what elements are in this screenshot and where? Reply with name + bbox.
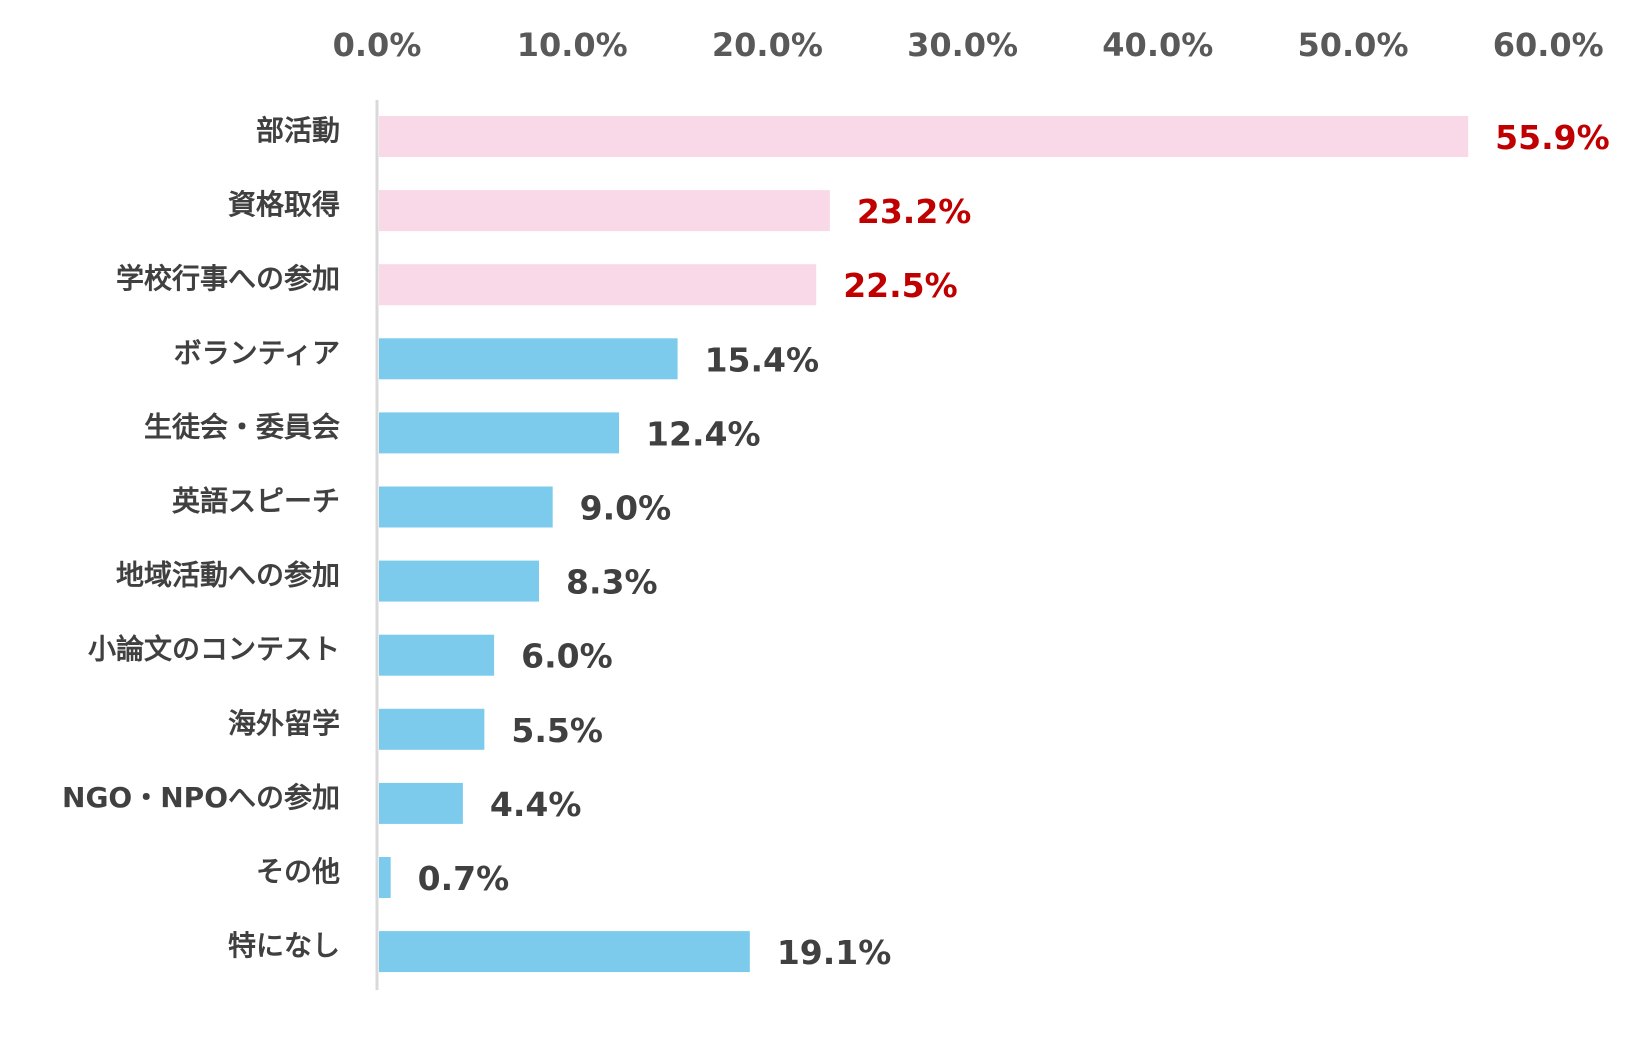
bar	[379, 782, 463, 824]
data-label: 19.1%	[777, 933, 892, 972]
category-label: ボランティア	[174, 336, 340, 369]
x-tick-label: 10.0%	[517, 26, 628, 64]
category-label: 小論文のコンテスト	[88, 633, 340, 666]
category-label: 英語スピーチ	[172, 485, 340, 518]
category-label: 資格取得	[228, 188, 340, 221]
bar	[379, 190, 830, 232]
bar	[379, 634, 495, 676]
category-label: 学校行事への参加	[116, 262, 340, 295]
x-tick-label: 30.0%	[907, 26, 1018, 64]
category-labels: 部活動資格取得学校行事への参加ボランティア生徒会・委員会英語スピーチ地域活動への…	[62, 114, 340, 962]
data-label: 9.0%	[580, 489, 672, 528]
category-label: その他	[256, 855, 340, 888]
category-label: NGO・NPOへの参加	[62, 781, 340, 814]
category-label: 生徒会・委員会	[144, 410, 340, 443]
data-label: 0.7%	[418, 859, 510, 898]
x-tick-label: 40.0%	[1102, 26, 1213, 64]
x-tick-label: 0.0%	[333, 26, 422, 64]
bar	[379, 412, 620, 454]
data-label: 5.5%	[511, 711, 603, 750]
data-label: 55.9%	[1495, 118, 1610, 157]
x-tick-label: 60.0%	[1493, 26, 1604, 64]
bars	[379, 116, 1469, 973]
category-label: 海外留学	[228, 707, 340, 740]
bar	[379, 857, 391, 898]
bar	[379, 708, 485, 750]
data-label: 23.2%	[857, 192, 972, 231]
category-label: 部活動	[256, 114, 340, 147]
data-label: 12.4%	[646, 414, 761, 453]
bar	[379, 116, 1469, 157]
data-label: 6.0%	[521, 637, 613, 676]
data-label: 4.4%	[490, 785, 582, 824]
category-label: 地域活動への参加	[116, 559, 340, 592]
bar	[379, 486, 553, 528]
value-labels: 55.9% 23.2% 22.5% 15.4% 12.4% 9.0% 8.3% 6.0% 5.5…	[418, 118, 1610, 972]
x-tick-label: 20.0%	[712, 26, 823, 64]
x-tick-label: 50.0%	[1297, 26, 1408, 64]
bar	[379, 931, 750, 973]
data-label: 8.3%	[566, 563, 658, 602]
data-label: 22.5%	[843, 266, 958, 305]
category-label: 特になし	[228, 929, 340, 962]
bar	[379, 264, 817, 306]
bar	[379, 560, 540, 602]
x-axis-ticks: 0.0% 10.0% 20.0% 30.0% 40.0% 50.0% 60.0%	[333, 26, 1604, 64]
bar	[379, 338, 678, 380]
data-label: 15.4%	[705, 340, 820, 379]
